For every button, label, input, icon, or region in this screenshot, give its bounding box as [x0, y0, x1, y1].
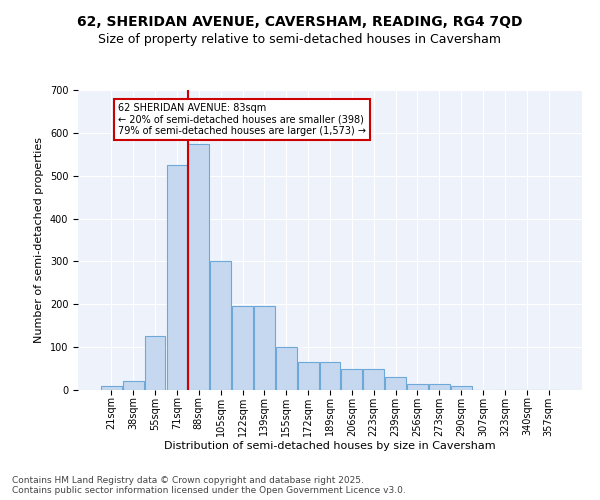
Bar	[210, 262, 231, 390]
Bar	[429, 384, 450, 390]
Bar	[320, 362, 340, 390]
Text: Contains HM Land Registry data © Crown copyright and database right 2025.
Contai: Contains HM Land Registry data © Crown c…	[12, 476, 406, 495]
Bar	[298, 362, 319, 390]
Bar	[451, 386, 472, 390]
Bar	[385, 377, 406, 390]
Bar	[364, 368, 384, 390]
Bar	[407, 384, 428, 390]
Bar	[276, 347, 296, 390]
Y-axis label: Number of semi-detached properties: Number of semi-detached properties	[34, 137, 44, 343]
Bar	[254, 306, 275, 390]
Bar	[145, 336, 166, 390]
Text: 62 SHERIDAN AVENUE: 83sqm
← 20% of semi-detached houses are smaller (398)
79% of: 62 SHERIDAN AVENUE: 83sqm ← 20% of semi-…	[118, 103, 366, 136]
Bar	[167, 165, 187, 390]
Text: 62, SHERIDAN AVENUE, CAVERSHAM, READING, RG4 7QD: 62, SHERIDAN AVENUE, CAVERSHAM, READING,…	[77, 15, 523, 29]
X-axis label: Distribution of semi-detached houses by size in Caversham: Distribution of semi-detached houses by …	[164, 441, 496, 451]
Bar	[341, 368, 362, 390]
Bar	[188, 144, 209, 390]
Bar	[123, 382, 143, 390]
Bar	[101, 386, 122, 390]
Text: Size of property relative to semi-detached houses in Caversham: Size of property relative to semi-detach…	[98, 32, 502, 46]
Bar	[232, 306, 253, 390]
